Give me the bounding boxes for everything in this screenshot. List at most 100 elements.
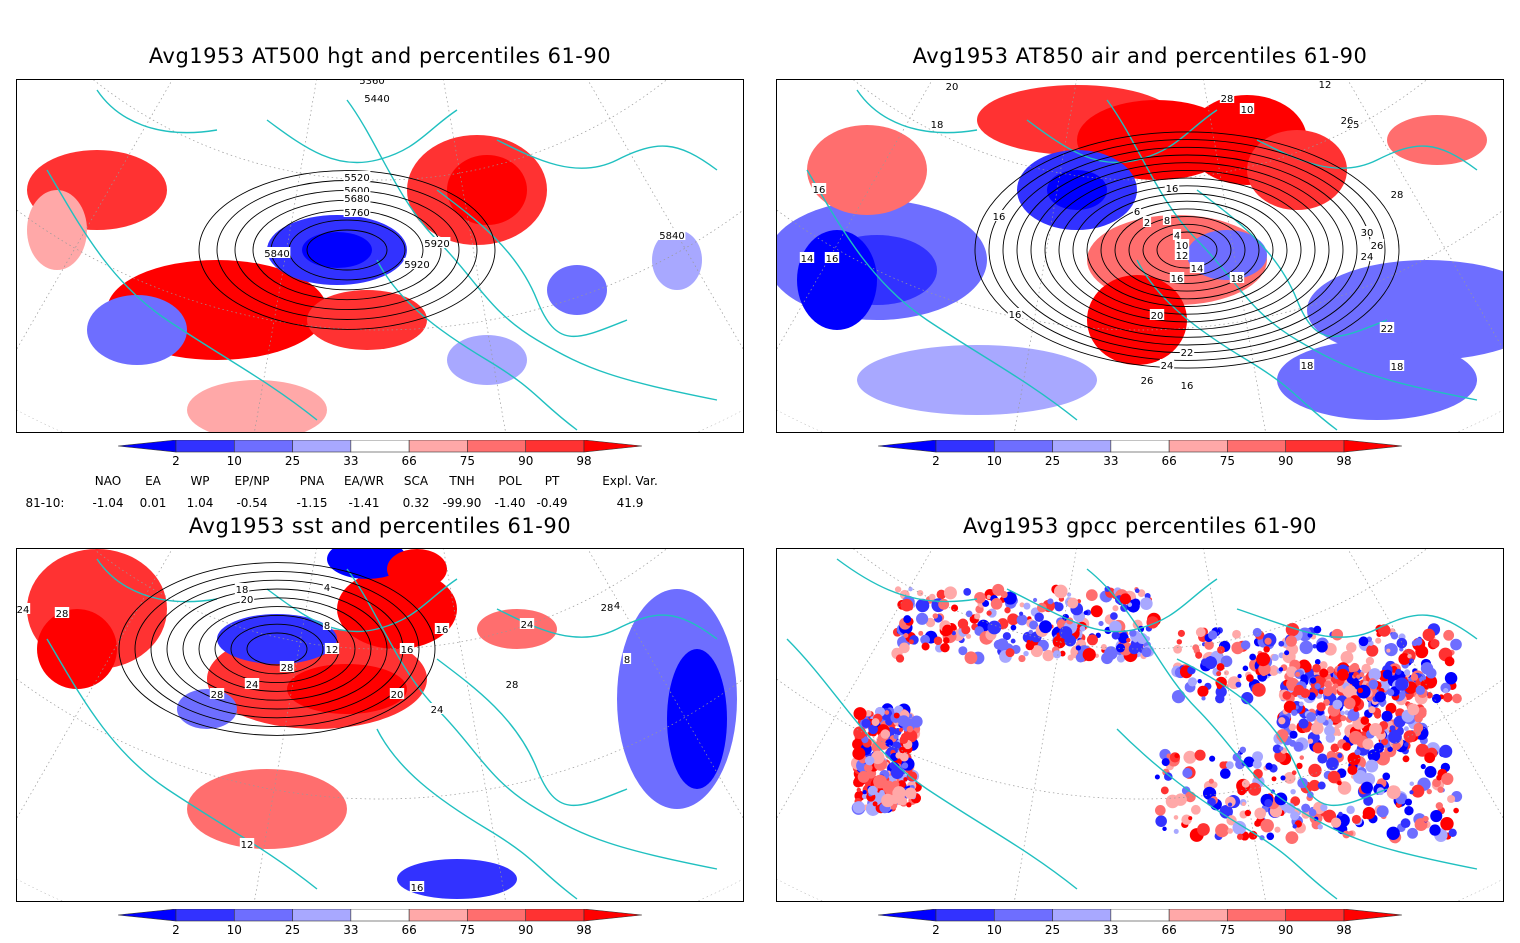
precip-cell — [1119, 593, 1131, 605]
precip-cell — [1448, 828, 1457, 837]
contour-label: 2 — [1144, 218, 1150, 229]
index-table: NAO EA WP EP/NP PNA EA/WR SCA TNH POL PT Expl. Var… — [0, 474, 740, 514]
precip-cell — [1154, 805, 1166, 816]
precip-cell — [1204, 640, 1214, 650]
colorbar-swatch — [408, 909, 468, 922]
colorbar-swatch — [525, 440, 585, 453]
precip-cell — [1215, 693, 1225, 704]
colorbar-label: 75 — [1219, 454, 1236, 468]
precip-cell — [885, 739, 894, 747]
colorbar-label: 66 — [401, 923, 417, 937]
precip-cell — [1358, 636, 1369, 647]
contour-line — [1114, 208, 1260, 292]
precip-cell — [1007, 613, 1020, 626]
contour-label: 28 — [1391, 190, 1404, 201]
coastline — [1106, 99, 1478, 401]
contour-line — [974, 131, 1400, 369]
colorbar-label: 2 — [172, 923, 180, 937]
precip-cell — [1338, 811, 1343, 817]
precip-cell — [1317, 824, 1323, 830]
colorbar-swatch — [1168, 440, 1228, 453]
coastline — [856, 89, 978, 134]
precip-cell — [1005, 648, 1015, 658]
precip-cell — [1258, 662, 1271, 676]
precip-cell — [1299, 755, 1305, 760]
precip-cell — [1164, 772, 1173, 781]
contour-line — [1044, 169, 1330, 331]
precip-cell — [1278, 734, 1287, 743]
contour-line — [1100, 200, 1274, 300]
precip-cell — [1307, 738, 1314, 744]
colorbar-label: 33 — [1103, 454, 1119, 468]
precip-cell — [1407, 653, 1412, 659]
precip-cell — [1086, 634, 1098, 646]
precip-cell — [867, 785, 878, 796]
precip-cell — [1384, 643, 1398, 657]
precip-cell — [1248, 830, 1258, 840]
contour-label-bg — [403, 258, 431, 269]
precip-cell — [1336, 668, 1349, 681]
precip-cell — [1430, 810, 1443, 823]
precip-cell — [1019, 602, 1025, 608]
contour-label: 12 — [241, 840, 254, 851]
precip-cell — [1424, 752, 1436, 764]
colorbar-swatch — [1285, 440, 1345, 453]
precip-cell — [1272, 744, 1282, 754]
contour-label-bg — [929, 118, 945, 129]
precip-cell — [1299, 640, 1313, 655]
precip-cell — [1443, 629, 1455, 641]
precip-cell — [1332, 699, 1343, 710]
precip-cell — [1137, 589, 1146, 597]
precip-cell — [910, 715, 923, 728]
contour-label-bg — [1389, 188, 1405, 199]
precip-cell — [1208, 778, 1214, 784]
colorbar-label: 66 — [401, 454, 417, 468]
contour-label-bg — [599, 601, 615, 612]
contour-label: 5840 — [264, 249, 289, 260]
colorbar-label: 10 — [986, 454, 1002, 468]
precip-cell — [1165, 794, 1180, 809]
index-header: EP/NP — [234, 474, 270, 488]
precip-cell — [1216, 683, 1223, 690]
index-header: EA/WR — [343, 474, 385, 488]
index-header: EA — [145, 474, 161, 488]
contour-label-bg — [1299, 359, 1315, 370]
index-header: NAO — [94, 474, 122, 488]
precip-cell — [1219, 805, 1233, 819]
precip-cell — [1392, 741, 1401, 751]
precip-cell — [1136, 632, 1148, 644]
precip-cell — [1306, 711, 1317, 722]
precip-cell — [1253, 768, 1263, 779]
precip-cell — [932, 613, 939, 619]
colorbar-label: 33 — [1103, 923, 1119, 937]
colorbar-swatch — [233, 440, 293, 453]
precip-cell — [1215, 823, 1229, 838]
precip-cell — [1190, 804, 1201, 815]
precip-cell — [1330, 677, 1336, 683]
colorbar-swatch — [1052, 909, 1112, 922]
precip-cell — [1340, 715, 1347, 722]
precip-cell — [1363, 795, 1374, 806]
contour-label-bg — [622, 653, 632, 664]
contour-label-bg — [1239, 103, 1255, 114]
contour-label: 5600 — [344, 186, 369, 197]
precip-cell — [1293, 741, 1304, 752]
precip-cell — [1326, 757, 1339, 771]
contour-label-bg — [322, 581, 332, 592]
precip-cell — [1387, 689, 1395, 696]
colorbar-svg — [118, 440, 642, 453]
precip-cell — [1323, 687, 1333, 697]
contour-label-bg — [811, 183, 827, 194]
contour-label: 5920 — [424, 239, 449, 250]
precip-cell — [862, 790, 867, 795]
precip-cell — [1025, 641, 1035, 651]
contour-label-bg — [1179, 346, 1195, 357]
precip-cell — [1447, 794, 1456, 804]
contour-line — [198, 170, 496, 330]
precip-cell — [852, 801, 865, 814]
precip-cell — [1375, 637, 1382, 644]
map-panel-sst: 24 28 18 20 4 8 12 16 16 20 24 28 28 24 28 28 4 8 12 16 24 — [16, 548, 744, 902]
precip-cell — [1290, 811, 1300, 821]
